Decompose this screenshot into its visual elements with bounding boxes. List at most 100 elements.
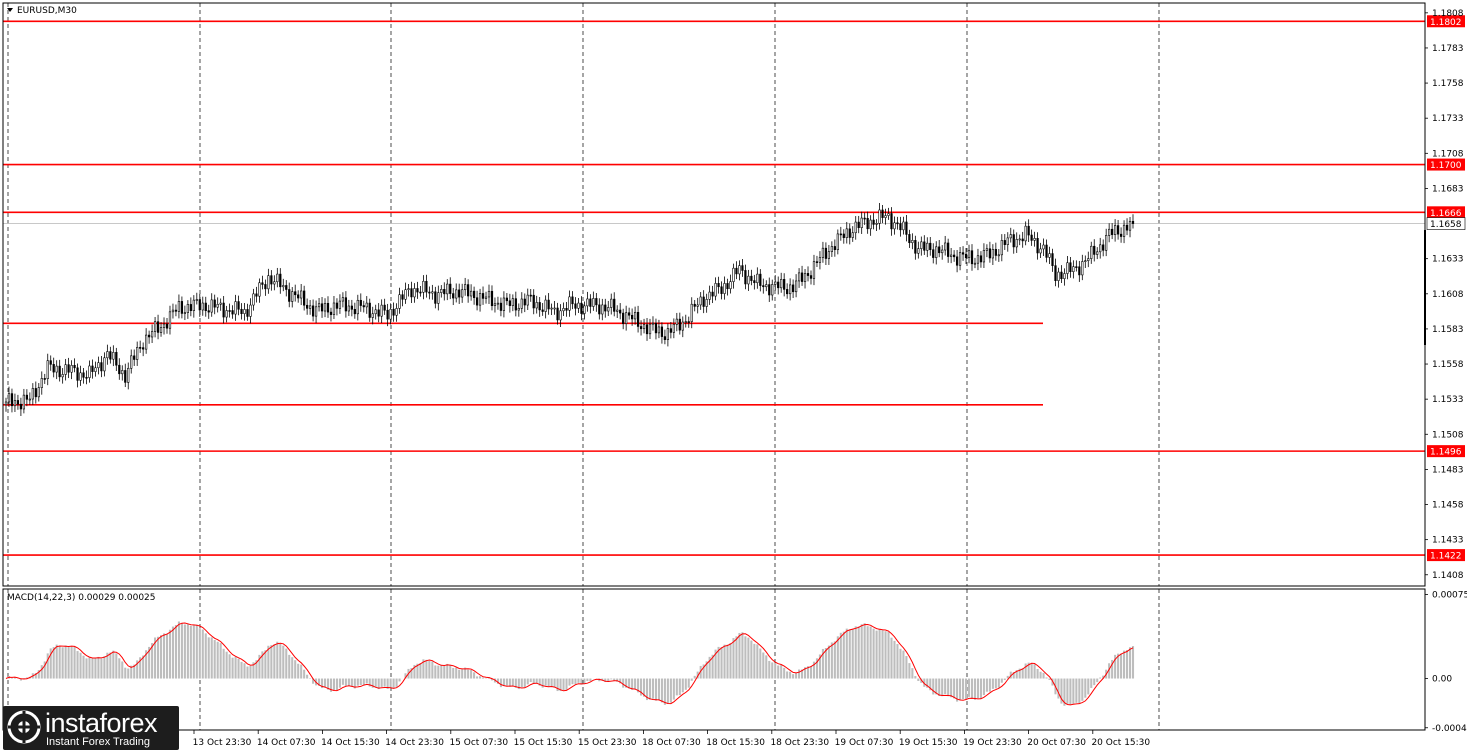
- candle-body: [446, 283, 449, 295]
- candle-body: [1054, 265, 1057, 281]
- candle-body: [52, 364, 55, 373]
- candle-body: [738, 265, 741, 275]
- candle-body: [786, 289, 789, 295]
- candle-body: [920, 241, 923, 249]
- candle-body: [79, 372, 82, 381]
- candle-body: [923, 241, 926, 251]
- candle-body: [642, 324, 646, 330]
- candle-body: [383, 304, 386, 311]
- candle-body: [130, 355, 133, 369]
- candle-body: [37, 387, 40, 398]
- level-price-label: 1.1422: [1430, 552, 1462, 562]
- candle-body: [625, 312, 628, 324]
- candle-body: [1125, 224, 1129, 231]
- candle-body: [416, 288, 419, 293]
- candle-body: [559, 310, 562, 321]
- candle-body: [28, 398, 31, 401]
- candle-body: [127, 367, 130, 383]
- candle-body: [469, 290, 473, 297]
- candle-body: [1009, 234, 1012, 239]
- price-axis-label: 1.1408: [1432, 571, 1464, 581]
- candle-body: [133, 355, 136, 360]
- candle-body: [529, 294, 532, 297]
- candle-body: [666, 328, 670, 340]
- candle-body: [851, 232, 854, 238]
- candle-body: [1066, 262, 1069, 274]
- candle-body: [663, 336, 667, 340]
- candle-body: [25, 394, 28, 400]
- candle-body: [1003, 240, 1006, 245]
- candle-body: [839, 233, 842, 236]
- candle-body: [824, 247, 828, 259]
- symbol-header[interactable]: EURUSD,M30: [7, 6, 77, 16]
- candle-body: [1113, 225, 1117, 235]
- candle-body: [842, 233, 845, 238]
- macd-panel-frame: [2, 588, 1426, 731]
- candle-body: [279, 273, 282, 288]
- candle-body: [887, 213, 890, 216]
- candle-body: [344, 297, 348, 312]
- candle-body: [308, 305, 312, 309]
- candle-body: [267, 275, 270, 290]
- candle-body: [350, 305, 353, 310]
- candle-body: [198, 299, 201, 311]
- candle-body: [988, 248, 992, 259]
- candle-body: [440, 289, 443, 293]
- candle-body: [911, 240, 914, 244]
- candle-body: [1105, 235, 1108, 251]
- candle-body: [1006, 237, 1009, 245]
- dropdown-triangle-icon[interactable]: [7, 8, 13, 12]
- time-axis-label: 13 Oct 23:30: [193, 738, 252, 748]
- candle-body: [150, 331, 154, 338]
- candle-body: [222, 302, 225, 318]
- candle-body: [526, 294, 529, 306]
- candle-body: [935, 246, 938, 258]
- candle-body: [58, 365, 61, 378]
- candle-body: [976, 255, 980, 264]
- candle-body: [213, 299, 216, 308]
- candle-body: [458, 289, 461, 298]
- candle-body: [249, 304, 252, 317]
- candle-body: [866, 218, 869, 230]
- candle-body: [875, 223, 878, 225]
- candle-body: [484, 296, 488, 299]
- candle-body: [693, 303, 696, 307]
- candle-body: [282, 285, 285, 288]
- candle-body: [771, 284, 774, 296]
- candle-body: [320, 303, 324, 312]
- candle-body: [407, 288, 410, 291]
- time-axis-label: 18 Oct 15:30: [706, 738, 765, 748]
- candle-body: [1042, 244, 1045, 250]
- candle-body: [1045, 244, 1048, 258]
- candle-body: [845, 228, 848, 238]
- candle-body: [237, 301, 240, 310]
- candle-body: [833, 246, 836, 251]
- candle-body: [765, 284, 768, 288]
- candle-body: [347, 305, 350, 312]
- candle-body: [589, 298, 592, 307]
- candle-body: [768, 284, 771, 296]
- candle-body: [678, 318, 681, 331]
- candle-body: [112, 352, 115, 360]
- candle-body: [64, 364, 67, 375]
- candle-body: [1039, 248, 1042, 254]
- candle-body: [523, 298, 526, 306]
- candle-body: [982, 250, 986, 263]
- candle-body: [562, 308, 565, 312]
- candle-body: [109, 351, 112, 360]
- candle-body: [908, 234, 911, 244]
- candle-body: [702, 296, 705, 307]
- candle-body: [323, 302, 327, 312]
- candle-body: [1108, 228, 1111, 236]
- candle-body: [932, 249, 935, 258]
- candle-body: [261, 282, 264, 285]
- candle-body: [419, 291, 422, 294]
- time-axis-label: 14 Oct 07:30: [257, 738, 316, 748]
- candle-body: [335, 302, 339, 309]
- candle-body: [142, 347, 145, 350]
- price-grid: [7, 3, 1160, 586]
- candle-body: [660, 326, 664, 337]
- candle-body: [294, 291, 297, 296]
- candle-body: [1048, 253, 1051, 258]
